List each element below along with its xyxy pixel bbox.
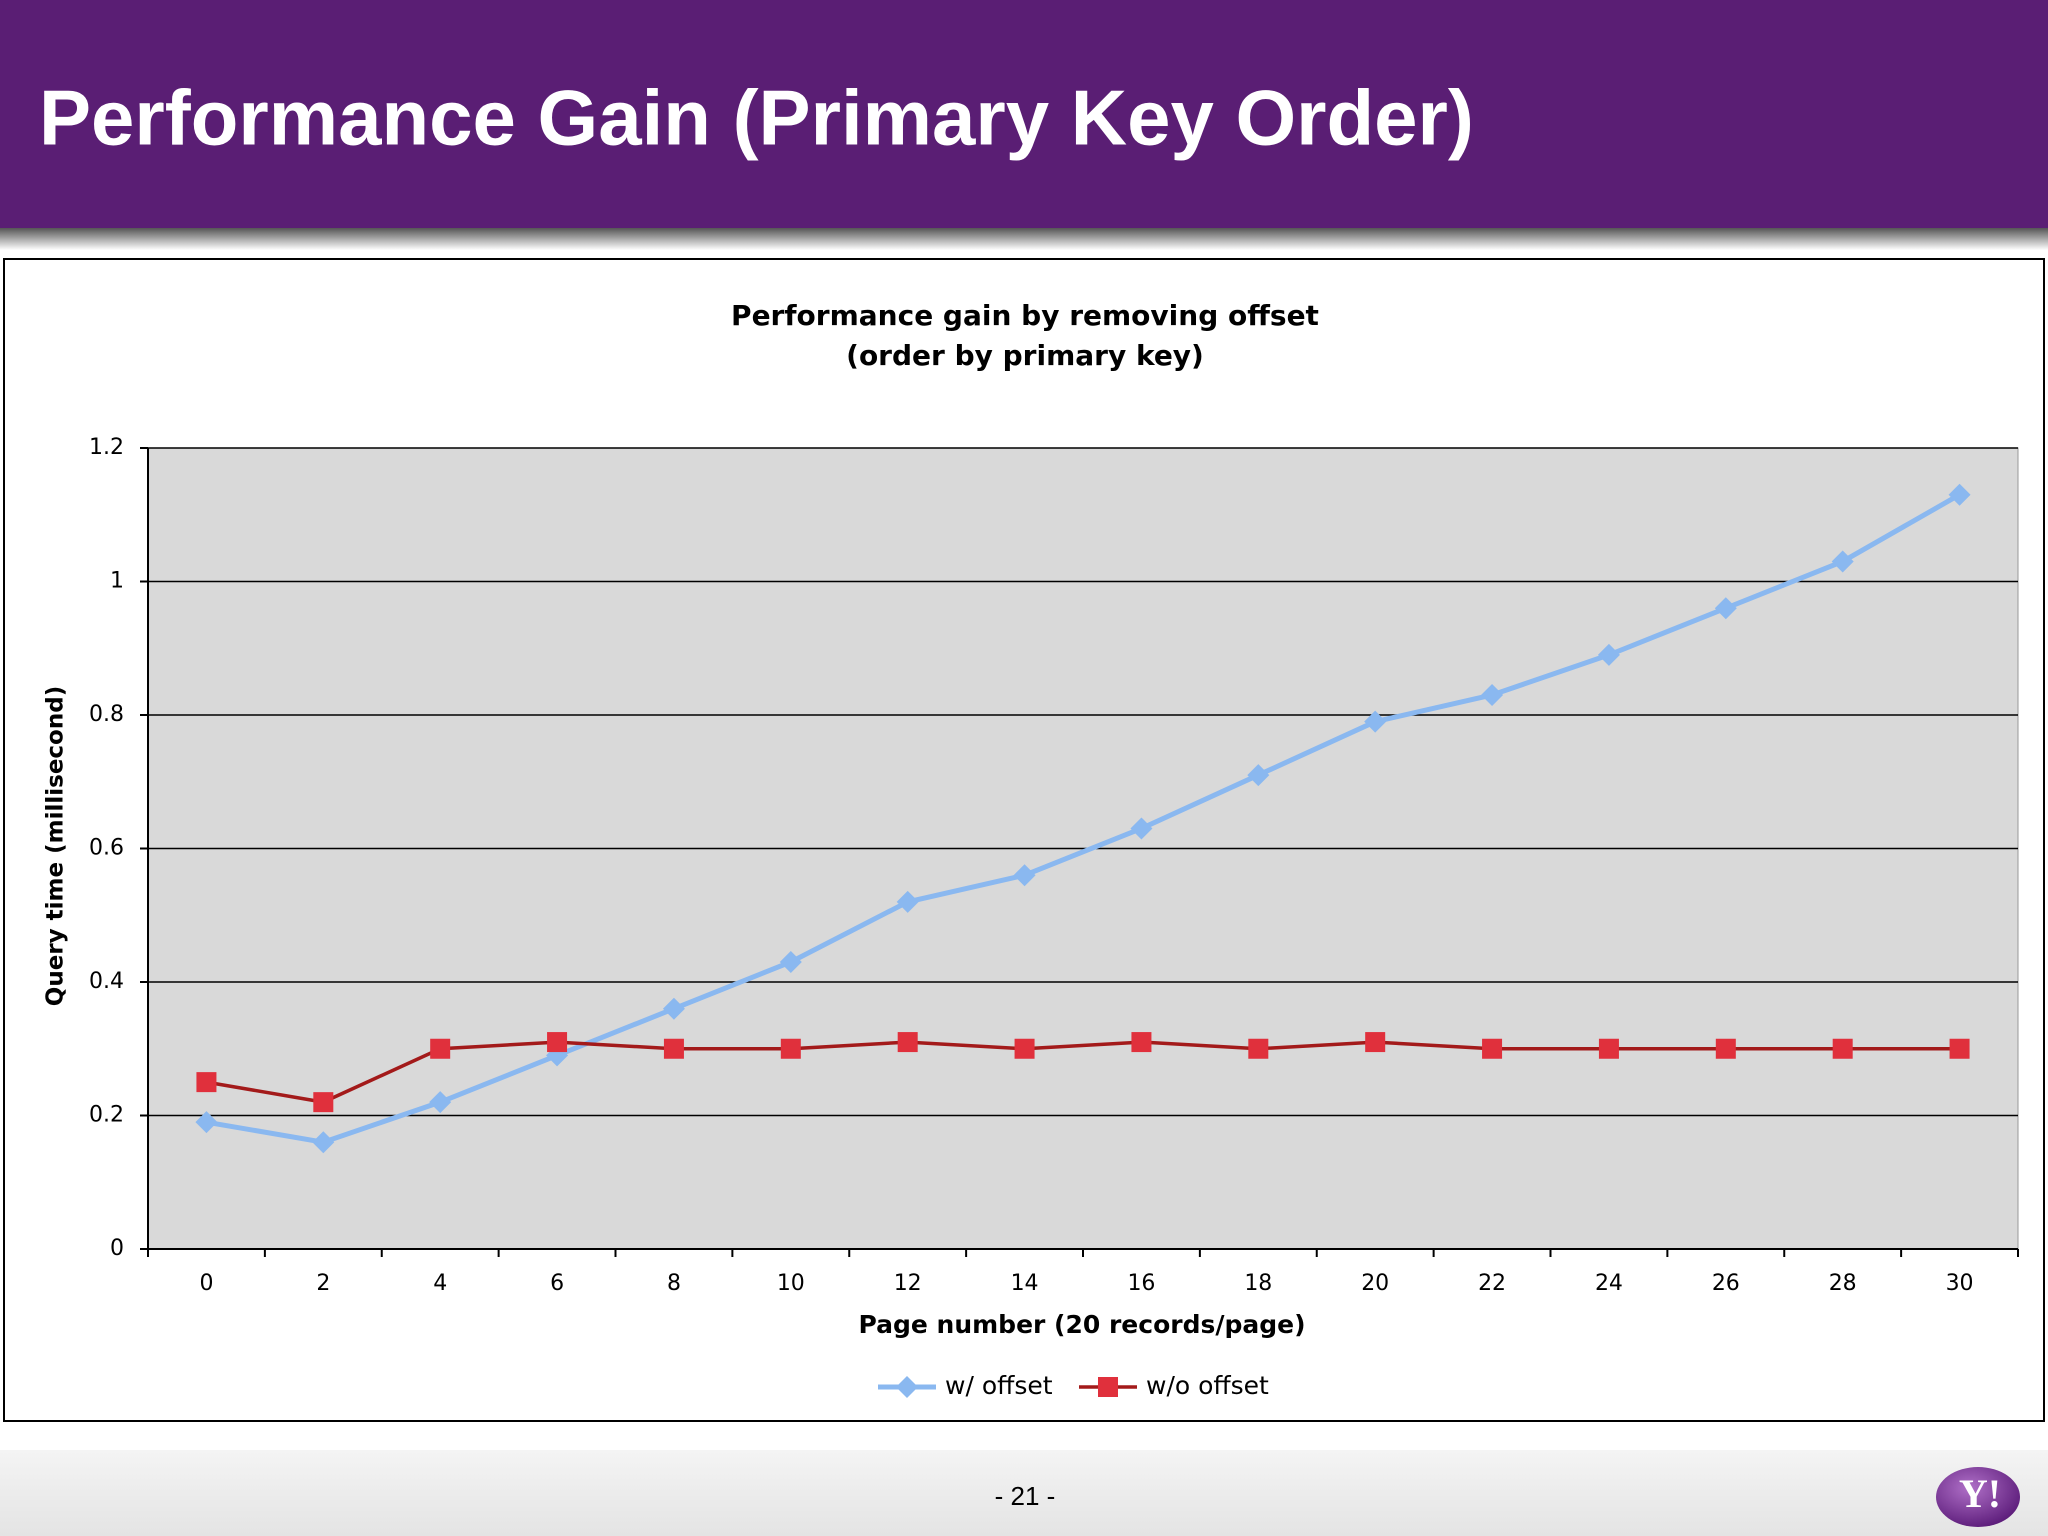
x-tick-label: 22 — [1478, 1271, 1506, 1296]
data-point — [780, 1038, 801, 1059]
legend-marker — [1098, 1377, 1118, 1397]
data-point — [1715, 1038, 1736, 1059]
y-tick-label: 0.8 — [89, 702, 124, 727]
x-tick-label: 4 — [433, 1271, 447, 1296]
header-shadow — [0, 228, 2048, 250]
data-point — [1482, 1038, 1503, 1059]
data-point — [1365, 1032, 1386, 1053]
page-number: - 21 - — [995, 1481, 1056, 1511]
y-tick-label: 1.2 — [89, 435, 124, 460]
x-tick-label: 30 — [1946, 1271, 1974, 1296]
x-tick-label: 12 — [894, 1271, 922, 1296]
data-point — [779, 950, 802, 973]
data-point — [1714, 597, 1737, 620]
x-tick-label: 10 — [777, 1271, 805, 1296]
data-point — [1597, 643, 1620, 666]
x-tick-label: 18 — [1244, 1271, 1272, 1296]
data-point — [313, 1092, 334, 1113]
data-point — [312, 1131, 335, 1154]
x-tick-label: 24 — [1595, 1271, 1623, 1296]
data-point — [1247, 764, 1270, 787]
series-line — [206, 1040, 1960, 1104]
series-line — [206, 492, 1961, 1145]
data-point — [1364, 710, 1387, 733]
logo-text: Y! — [1959, 1471, 2001, 1516]
data-point — [897, 1032, 918, 1053]
data-point — [429, 1091, 452, 1114]
data-point — [663, 1038, 684, 1059]
chart: Performance gain by removing offset (orde… — [43, 299, 2019, 1400]
data-point — [1831, 550, 1854, 573]
data-point — [662, 997, 685, 1020]
x-tick-label: 0 — [199, 1271, 213, 1296]
x-tick-label: 14 — [1011, 1271, 1039, 1296]
x-tick-label: 16 — [1127, 1271, 1155, 1296]
slide-title: Performance Gain (Primary Key Order) — [39, 74, 1474, 162]
data-point — [896, 890, 919, 913]
x-tick-label: 6 — [550, 1271, 564, 1296]
x-tick-label: 20 — [1361, 1271, 1389, 1296]
y-tick-label: 0.2 — [89, 1103, 124, 1128]
y-tick-label: 0 — [110, 1236, 124, 1261]
data-point — [1948, 483, 1971, 506]
data-point — [196, 1072, 217, 1093]
x-tick-label: 26 — [1712, 1271, 1740, 1296]
data-point — [547, 1032, 568, 1053]
logo-badge — [1936, 1467, 2020, 1527]
y-tick-label: 1 — [110, 569, 124, 594]
legend-label: w/o offset — [1146, 1371, 1269, 1400]
y-tick-label: 0.6 — [89, 836, 124, 861]
y-tick-label: 0.4 — [89, 969, 124, 994]
x-tick-label: 2 — [316, 1271, 330, 1296]
data-point — [1832, 1038, 1853, 1059]
data-point — [1481, 683, 1504, 706]
x-axis-label: Page number (20 records/page) — [858, 1310, 1305, 1339]
chart-title: Performance gain by removing offset — [731, 299, 1319, 332]
x-tick-label: 8 — [667, 1271, 681, 1296]
chart-title: (order by primary key) — [846, 339, 1204, 372]
data-point — [1014, 1038, 1035, 1059]
data-point — [430, 1038, 451, 1059]
data-point — [1013, 864, 1036, 887]
data-point — [1130, 817, 1153, 840]
x-tick-label: 28 — [1829, 1271, 1857, 1296]
header-bar — [0, 0, 2048, 228]
data-point — [1131, 1032, 1152, 1053]
legend-marker — [896, 1376, 918, 1398]
data-point — [1248, 1038, 1269, 1059]
data-point — [1949, 1038, 1970, 1059]
data-point — [1598, 1038, 1619, 1059]
y-axis-label: Query time (millisecond) — [43, 686, 69, 1006]
legend-label: w/ offset — [945, 1371, 1053, 1400]
footer-bar — [0, 1450, 2048, 1536]
data-point — [195, 1111, 218, 1134]
